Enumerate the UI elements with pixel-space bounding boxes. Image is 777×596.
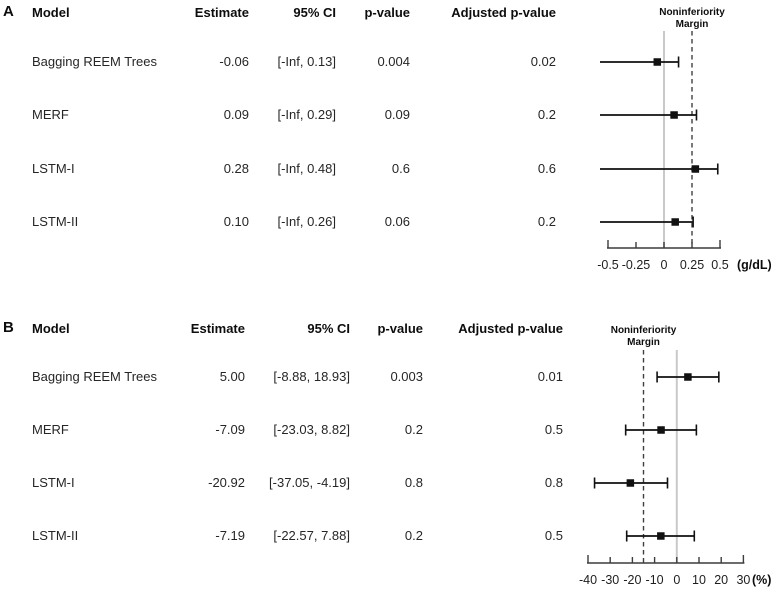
model-cell: Bagging REEM Trees <box>32 54 158 69</box>
adj-cell: 0.2 <box>537 214 556 229</box>
panel-a-label: A <box>3 3 14 20</box>
pvalue-cell: 0.06 <box>384 214 410 229</box>
x-axis-unit-label: (g/dL) <box>737 258 772 272</box>
column-header-adjusted-pvalue: Adjusted p-value <box>458 321 563 336</box>
ci-cell: [-Inf, 0.29] <box>277 107 336 122</box>
point-estimate-square <box>626 479 635 487</box>
estimate-cell: 5.00 <box>219 369 245 384</box>
estimate-cell: -7.09 <box>215 422 245 437</box>
column-header-model: Model <box>32 321 70 336</box>
table-row: Bagging REEM Trees 5.00 [-8.88, 18.93] 0.00… <box>0 370 777 384</box>
column-header-model: Model <box>32 5 70 20</box>
margin-label-line1: Noninferiority <box>659 7 725 18</box>
column-header-95ci: 95% CI <box>293 5 336 20</box>
table-row: MERF -7.09 [-23.03, 8.82] 0.2 0.5 <box>0 423 777 437</box>
column-header-estimate: Estimate <box>190 321 245 336</box>
model-cell: MERF <box>32 107 69 122</box>
margin-label-line1: Noninferiority <box>611 325 677 336</box>
x-axis-tick-label: -20 <box>623 573 641 587</box>
adj-cell: 0.02 <box>530 54 556 69</box>
point-estimate-square <box>684 373 692 381</box>
adj-cell: 0.8 <box>544 475 563 490</box>
ci-cell: [-37.05, -4.19] <box>269 475 350 490</box>
pvalue-cell: 0.6 <box>391 161 410 176</box>
margin-label-line2: Margin <box>676 19 709 30</box>
x-axis-tick-label: 20 <box>714 573 728 587</box>
estimate-cell: 0.28 <box>223 161 249 176</box>
table-row: LSTM-I 0.28 [-Inf, 0.48] 0.6 0.6 <box>0 162 777 176</box>
x-axis-unit-label: (%) <box>752 573 771 587</box>
x-axis-tick-label: 0 <box>661 258 668 272</box>
model-cell: LSTM-I <box>32 475 75 490</box>
model-cell: Bagging REEM Trees <box>32 369 158 384</box>
estimate-cell: -7.19 <box>215 528 245 543</box>
pvalue-cell: 0.2 <box>404 528 423 543</box>
adj-cell: 0.6 <box>537 161 556 176</box>
pvalue-cell: 0.2 <box>404 422 423 437</box>
pvalue-cell: 0.09 <box>384 107 410 122</box>
x-axis-tick-label: 0 <box>673 573 680 587</box>
ci-cell: [-23.03, 8.82] <box>273 422 350 437</box>
ci-cell: [-Inf, 0.48] <box>277 161 336 176</box>
point-estimate-square <box>657 426 665 434</box>
column-header-95ci: 95% CI <box>307 321 350 336</box>
estimate-cell: 0.10 <box>223 214 249 229</box>
table-row: LSTM-II -7.19 [-22.57, 7.88] 0.2 0.5 <box>0 529 777 543</box>
ci-cell: [-Inf, 0.13] <box>277 54 336 69</box>
column-header-pvalue: p-value <box>377 321 423 336</box>
margin-label-line2: Margin <box>627 337 660 348</box>
estimate-cell: 0.09 <box>223 107 249 122</box>
model-cell: LSTM-I <box>32 161 75 176</box>
panel-b-header-row: Model Estimate 95% CI p-value Adjusted p… <box>0 321 777 337</box>
x-axis-tick-label: 0.25 <box>680 258 704 272</box>
ci-cell: [-Inf, 0.26] <box>277 214 336 229</box>
estimate-cell: -0.06 <box>219 54 249 69</box>
point-estimate-square <box>691 165 700 173</box>
table-row: LSTM-II 0.10 [-Inf, 0.26] 0.06 0.2 <box>0 215 777 229</box>
model-cell: LSTM-II <box>32 528 79 543</box>
adj-cell: 0.5 <box>544 422 563 437</box>
x-axis-tick-label: 30 <box>736 573 750 587</box>
ci-cell: [-22.57, 7.88] <box>273 528 350 543</box>
model-cell: LSTM-II <box>32 214 79 229</box>
estimate-cell: -20.92 <box>208 475 245 490</box>
column-header-estimate: Estimate <box>194 5 249 20</box>
adj-cell: 0.5 <box>544 528 563 543</box>
x-axis-tick-label: -40 <box>579 573 597 587</box>
panel-b-label: B <box>3 319 14 336</box>
point-estimate-square <box>657 532 665 540</box>
pvalue-cell: 0.003 <box>390 369 423 384</box>
x-axis-tick-label: -10 <box>646 573 664 587</box>
point-estimate-square <box>671 218 679 226</box>
x-axis-tick-label: -0.5 <box>597 258 619 272</box>
adj-cell: 0.2 <box>537 107 556 122</box>
x-axis-tick-label: -30 <box>601 573 619 587</box>
adj-cell: 0.01 <box>537 369 563 384</box>
panel-a-header-row: Model Estimate 95% CI p-value Adjusted p… <box>0 5 777 21</box>
point-estimate-square <box>653 58 662 66</box>
pvalue-cell: 0.004 <box>377 54 410 69</box>
table-row: MERF 0.09 [-Inf, 0.29] 0.09 0.2 <box>0 108 777 122</box>
model-cell: MERF <box>32 422 69 437</box>
table-row: Bagging REEM Trees -0.06 [-Inf, 0.13] 0.004… <box>0 55 777 69</box>
column-header-pvalue: p-value <box>364 5 410 20</box>
x-axis-tick-label: 10 <box>692 573 706 587</box>
column-header-adjusted-pvalue: Adjusted p-value <box>451 5 556 20</box>
pvalue-cell: 0.8 <box>404 475 423 490</box>
ci-cell: [-8.88, 18.93] <box>273 369 350 384</box>
point-estimate-square <box>670 111 678 119</box>
table-row: LSTM-I -20.92 [-37.05, -4.19] 0.8 0.8 <box>0 476 777 490</box>
x-axis-tick-label: 0.5 <box>711 258 728 272</box>
x-axis-tick-label: -0.25 <box>622 258 651 272</box>
